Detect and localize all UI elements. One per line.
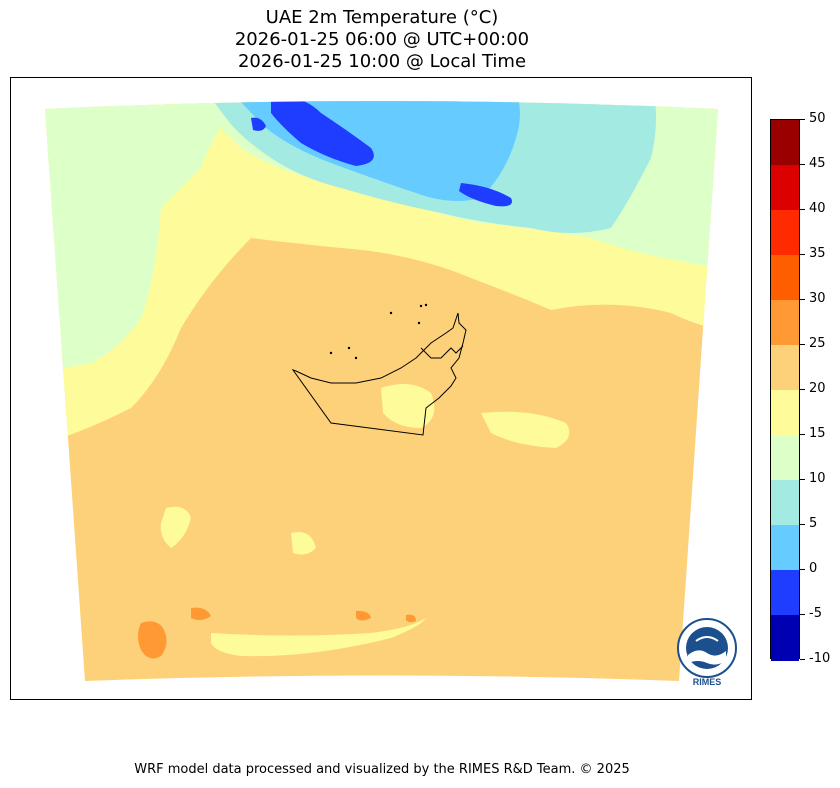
colorbar-tick-label: 25 [809, 336, 826, 351]
uae-coast-detail [420, 345, 464, 359]
colorbar-segment [771, 345, 799, 391]
colorbar-segment [771, 255, 799, 301]
band-25-30-c [356, 610, 371, 621]
rimes-logo: RIMES [676, 617, 738, 689]
temperature-map [45, 101, 718, 681]
colorbar-segment [771, 480, 799, 526]
colorbar-tick-label: 40 [809, 201, 826, 216]
uae-boundary [291, 312, 467, 436]
colorbar-segment [771, 120, 799, 166]
band-25-30-a [138, 621, 167, 659]
island-dot [347, 346, 351, 350]
band-10-15-west [45, 101, 251, 378]
colorbar-tick-label: -5 [809, 606, 822, 621]
island-dot [354, 356, 358, 360]
colorbar-tick [800, 164, 805, 165]
band-minus5-0-a [271, 101, 374, 166]
island-dot [389, 311, 393, 315]
colorbar-segment [771, 570, 799, 616]
colorbar-tick-label: 10 [809, 471, 826, 486]
colorbar-tick [800, 479, 805, 480]
band-minus5-0-b [459, 183, 512, 207]
colorbar-tick-label: -10 [809, 651, 831, 666]
band-15-20-south-c [211, 618, 426, 657]
colorbar-tick-label: 50 [809, 111, 826, 126]
colorbar-tick [800, 659, 805, 660]
colorbar-tick-label: 0 [809, 561, 818, 576]
island-dot [419, 304, 423, 308]
colorbar-tick [800, 344, 805, 345]
band-25-30-d [406, 614, 416, 623]
band-25-30-b [191, 607, 211, 621]
colorbar-tick-label: 20 [809, 381, 826, 396]
band-15-20-south-a [160, 506, 191, 548]
colorbar-tick-label: 15 [809, 426, 826, 441]
colorbar-tick [800, 389, 805, 390]
island-dot [424, 303, 428, 307]
rimes-logo-text: RIMES [692, 677, 722, 687]
map-title-line-3: 2026-01-25 10:00 @ Local Time [237, 51, 527, 72]
colorbar-segment [771, 525, 799, 571]
colorbar-segment [771, 390, 799, 436]
colorbar-tick-label: 35 [809, 246, 826, 261]
band-minus5-0-c [251, 117, 266, 131]
map-title-line-1: UAE 2m Temperature (°C) [265, 7, 499, 28]
colorbar-tick [800, 569, 805, 570]
colorbar [770, 119, 800, 661]
colorbar-tick [800, 299, 805, 300]
colorbar-segment [771, 615, 799, 661]
colorbar-tick-label: 45 [809, 156, 826, 171]
map-title-line-2: 2026-01-25 06:00 @ UTC+00:00 [234, 29, 530, 50]
band-15-20-south-b [291, 532, 316, 555]
colorbar-segment [771, 210, 799, 256]
rimes-emblem-icon [677, 618, 737, 678]
band-15-20-central [381, 384, 435, 428]
colorbar-tick [800, 209, 805, 210]
island-dot [417, 321, 421, 325]
map-frame [10, 77, 752, 700]
colorbar-tick-label: 5 [809, 516, 818, 531]
colorbar-tick [800, 119, 805, 120]
colorbar-segment [771, 300, 799, 346]
colorbar-tick [800, 254, 805, 255]
island-dot [329, 351, 333, 355]
band-15-20-east [481, 411, 570, 448]
colorbar-tick [800, 614, 805, 615]
footer-credit: WRF model data processed and visualized … [134, 762, 630, 777]
colorbar-segment [771, 165, 799, 211]
colorbar-segment [771, 435, 799, 481]
colorbar-tick [800, 434, 805, 435]
colorbar-tick-label: 30 [809, 291, 826, 306]
colorbar-tick [800, 524, 805, 525]
